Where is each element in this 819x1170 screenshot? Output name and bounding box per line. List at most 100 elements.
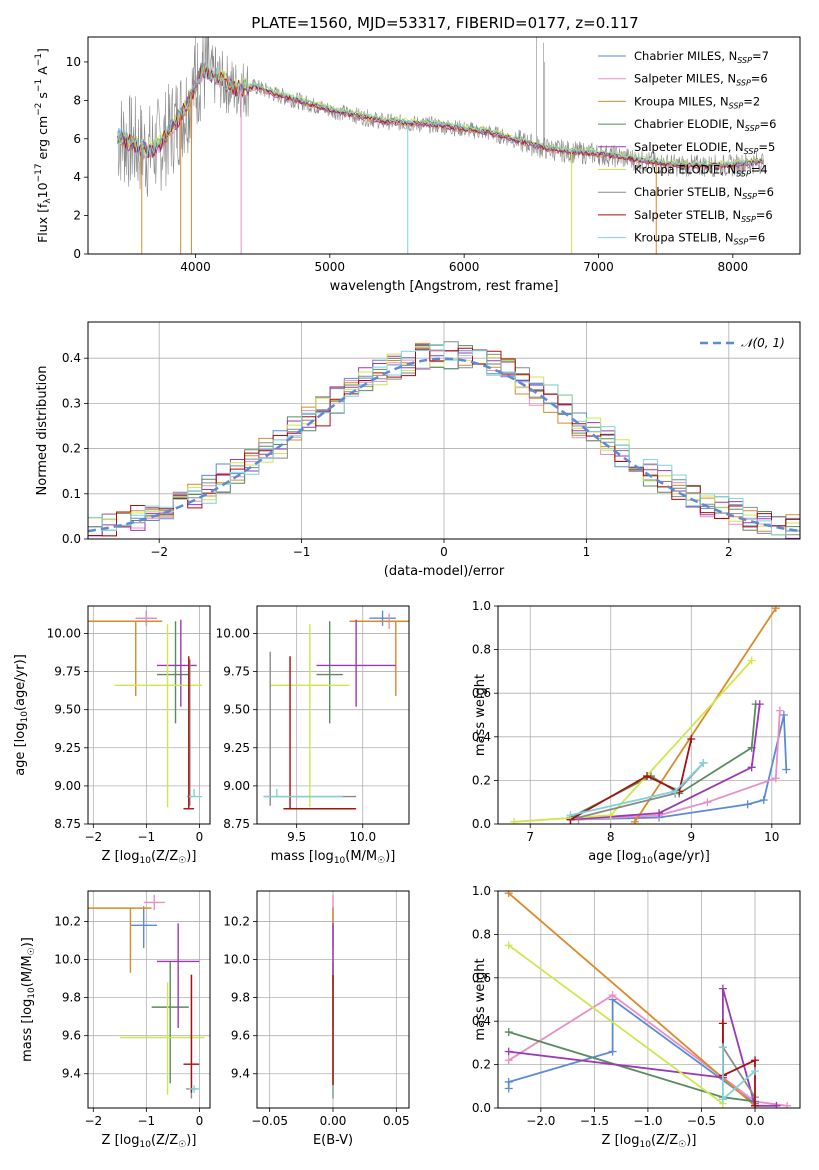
y-tick-label: 0.3 <box>62 396 81 410</box>
weight-marker <box>504 1056 513 1065</box>
x-axis-label: wavelength [Angstrom, rest frame] <box>330 279 559 294</box>
plot-frame <box>256 890 410 1109</box>
y-tick-label: 10.00 <box>216 626 250 640</box>
plot-mass-vs-EBV: −0.05 0.00 0.05 9.4 9.6 9.8 10.0 10.2 E(B-V) <box>223 890 410 1148</box>
weight-marker <box>751 1101 760 1108</box>
y-tick-label: 10.0 <box>223 953 250 967</box>
y-tick-label: 0.2 <box>62 442 81 456</box>
weight-line-chabrier-stelib <box>722 1046 756 1098</box>
legend: 𝒩(0, 1) <box>700 336 785 350</box>
y-tick-label: 0.4 <box>472 730 491 744</box>
x-axis-label: Z [log10(Z/Z☉)] <box>602 1133 697 1150</box>
plot-frame <box>87 321 801 540</box>
weight-marker <box>783 1101 792 1108</box>
y-tick-label: 9.75 <box>223 665 250 679</box>
x-axis-label: Z [log10(Z/Z☉)] <box>102 1133 197 1150</box>
weight-line-salpeter-stelib <box>570 738 693 821</box>
x-tick-label: 10 <box>764 830 779 844</box>
grid-lines <box>257 606 409 825</box>
legend: Chabrier MILES, NSSP=7 Salpeter MILES, NS… <box>598 49 776 247</box>
weight-line-chabrier-elodie <box>570 704 757 819</box>
weight-marker <box>772 1101 781 1108</box>
y-tick-label: 9.25 <box>223 741 250 755</box>
y-tick-label: 6 <box>73 132 81 146</box>
weight-marker <box>755 700 764 709</box>
y-tick-label: 8.75 <box>54 817 81 831</box>
grid-lines <box>88 606 210 825</box>
y-tick-label: 0.8 <box>472 927 491 941</box>
plot-frame <box>497 605 801 825</box>
x-tick-label: 0 <box>440 545 448 559</box>
weight-marker <box>699 758 708 767</box>
x-tick-label: 5000 <box>315 260 346 274</box>
y-tick-label: 10.0 <box>54 953 81 967</box>
plot-frame <box>87 36 801 255</box>
legend-label: Chabrier MILES, NSSP=7 <box>634 49 769 65</box>
x-tick-label: 9 <box>687 830 695 844</box>
y-tick-label: 0.2 <box>472 773 491 787</box>
plot-spectrum: 4000 5000 6000 7000 8000 0 2 4 6 8 10 wavelength [A… <box>34 36 801 294</box>
weight-marker <box>718 1019 727 1028</box>
plot-mass-vs-Z: −2 −1 0 9.4 9.6 9.8 10.0 10.2 Z [log10(Z/Z☉)] mas… <box>20 890 211 1150</box>
y-tick-label: 9.4 <box>231 1067 250 1081</box>
plot-frame <box>87 605 211 825</box>
weight-line-kroupa-elodie <box>514 659 753 823</box>
data-layer <box>504 891 792 1108</box>
y-tick-label: 0.1 <box>62 487 81 501</box>
y-tick-label: 10.00 <box>47 626 81 640</box>
axis-group: −2 −1 0 8.75 9.00 9.25 9.50 9.75 10.00 Z [log10(Z… <box>13 626 203 866</box>
y-tick-label: 0.2 <box>472 1058 491 1072</box>
x-tick-label: −1.0 <box>633 1114 662 1128</box>
axis-group: 7 8 9 10 0.0 0.2 0.4 0.6 0.8 1.0 age [log10(age/yr… <box>472 599 780 866</box>
spectrum-salpeter-stelib <box>117 61 765 169</box>
weight-line-kroupa-miles <box>508 892 756 1107</box>
x-tick-label: −0.05 <box>251 1114 288 1128</box>
y-tick-label: 0.6 <box>472 686 491 700</box>
weight-marker <box>747 763 756 772</box>
weight-marker <box>671 787 680 796</box>
y-tick-label: 1.0 <box>472 884 491 898</box>
y-tick-label: 9.50 <box>54 703 81 717</box>
x-tick-label: 1 <box>583 545 591 559</box>
weight-marker <box>510 817 519 824</box>
weight-marker <box>687 734 696 743</box>
y-tick-label: 0.0 <box>472 817 491 831</box>
y-tick-label: 0.6 <box>472 971 491 985</box>
grid-lines <box>88 891 210 1108</box>
weight-marker <box>771 606 780 613</box>
weight-marker <box>759 796 768 805</box>
weight-line-kroupa-miles <box>634 607 777 823</box>
y-tick-label: 9.8 <box>62 991 81 1005</box>
weight-marker <box>504 1047 513 1056</box>
x-tick-label: 7 <box>526 830 534 844</box>
y-axis-label: mass weight <box>473 958 488 1040</box>
x-axis-label: E(B-V) <box>313 1133 353 1148</box>
weight-marker <box>751 1056 760 1065</box>
plot-weights-vs-age: 7 8 9 10 0.0 0.2 0.4 0.6 0.8 1.0 age [log10(age/yr… <box>472 599 801 866</box>
y-axis-label: Normed distribution <box>35 366 50 496</box>
x-tick-label: −2 <box>150 545 168 559</box>
data-layer <box>117 37 765 254</box>
y-axis-label: age [log10(age/yr)] <box>13 654 30 776</box>
y-axis-label: Flux [fλ10−17 erg cm−2 s−1 A−1] <box>34 48 53 243</box>
x-tick-label: 8 <box>607 830 615 844</box>
x-tick-label: −2.0 <box>526 1114 555 1128</box>
axis-group: −2 −1 0 9.4 9.6 9.8 10.0 10.2 Z [log10(Z/Z☉)] mas… <box>20 914 203 1150</box>
y-tick-label: 0.0 <box>472 1101 491 1115</box>
weight-marker <box>779 711 788 719</box>
data-layer <box>510 606 791 824</box>
y-tick-label: 0.0 <box>62 532 81 546</box>
spectrum-kroupa-stelib <box>117 61 765 168</box>
x-tick-label: 0.0 <box>745 1114 764 1128</box>
weight-line-chabrier-miles <box>507 997 756 1105</box>
x-tick-label: −1 <box>137 830 155 844</box>
x-tick-label: 6000 <box>449 260 480 274</box>
weight-marker <box>504 941 513 950</box>
weight-marker <box>566 811 575 820</box>
y-tick-label: 0.8 <box>472 643 491 657</box>
weight-marker <box>504 1077 513 1086</box>
y-tick-label: 9.4 <box>62 1067 81 1081</box>
histogram-kroupa-stelib <box>88 344 800 536</box>
x-tick-label: 0 <box>196 830 204 844</box>
